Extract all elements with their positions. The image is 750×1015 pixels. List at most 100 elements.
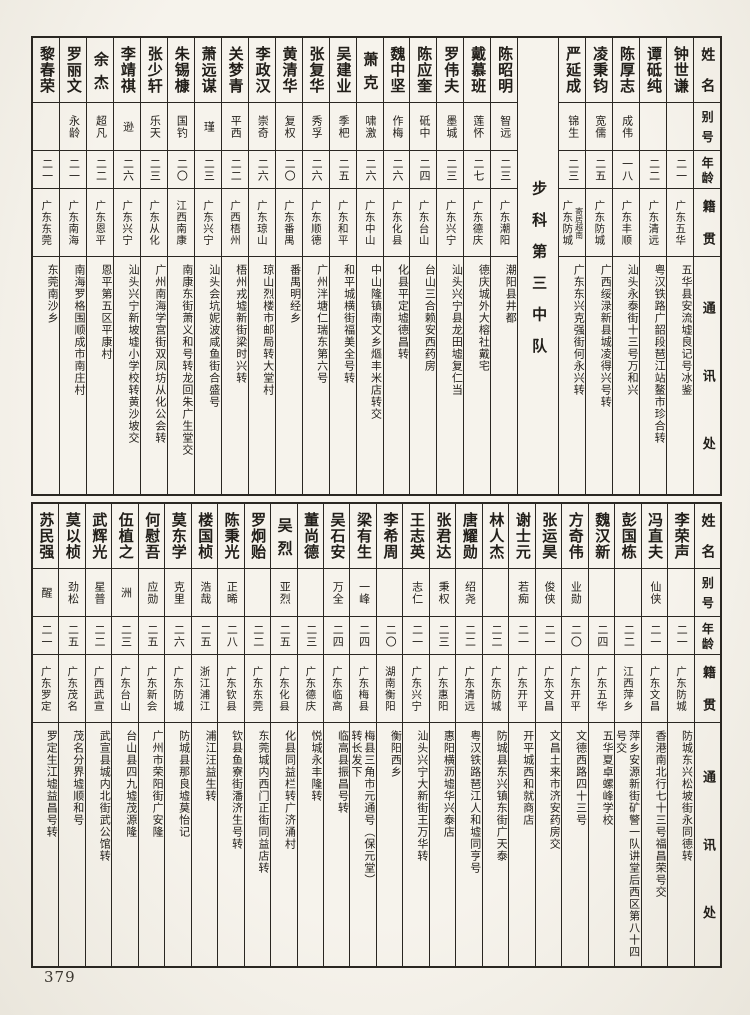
alias-cell: 永龄: [60, 103, 87, 151]
person-column: 陈昭明 智远 二三 广东潮阳 潮阳县井都: [491, 38, 519, 494]
name-text: 黎春荣: [37, 46, 56, 94]
native-cell: 广东梅县: [350, 655, 376, 723]
name-cell: 楼国桢: [191, 504, 218, 569]
addr-text: 衡阳西乡: [389, 730, 403, 778]
name-cell: 董尚德: [297, 504, 323, 569]
addr-text: 防城县东兴镇东街广天泰: [495, 730, 509, 862]
name-cell: 罗丽文: [60, 38, 87, 103]
age-text: 二二: [490, 623, 503, 648]
age-cell: 二二: [640, 151, 667, 189]
native-cell: 广东惠阳: [429, 655, 456, 723]
header-label: 别号: [700, 576, 715, 617]
native-text: 广东五华: [674, 199, 687, 246]
native-text: 广东茂名: [66, 665, 79, 712]
addr-text: 琼山烈楼市邮局转大堂村: [261, 264, 275, 396]
name-cell: 凌秉钧: [586, 38, 613, 103]
alias-cell: [244, 569, 271, 617]
addr-text: 东莞城内西门正街同益店转: [257, 730, 271, 874]
addr-cell: 汕头兴宁大新街王万华转: [403, 723, 429, 966]
age-text: 二二: [622, 623, 636, 648]
addr-cell: 汕头永泰街十三号万和兴: [613, 257, 639, 494]
person-column: 陈应奎 砥中 二四 广东台山 台山三合赖安西药房: [410, 38, 438, 494]
addr-cell: 五华县安流墟良记号冰鉴: [667, 257, 693, 494]
native-text: 广东南海: [67, 199, 80, 246]
addr-cell: 悦城永丰隆转: [298, 723, 323, 966]
native-cell: 广东防城: [668, 655, 694, 723]
person-column: 朱锡槺 国钓 二〇 江西南康 南康东街萧义和号转龙回朱广生堂交: [167, 38, 195, 494]
name-cell: 陈昭明: [491, 38, 518, 103]
addr-text: 汕头兴宁新坡墟小学校转黄沙坡交: [126, 264, 140, 444]
person-column: 谢士元 若痴 二一 广东开平 开平城西和就商店: [509, 504, 536, 966]
age-cell: 二三: [140, 151, 167, 189]
alias-text: 秉权: [437, 580, 451, 605]
name-cell: 莫东学: [165, 504, 191, 569]
age-text: 二五: [278, 623, 292, 648]
alias-cell: 平西: [221, 103, 248, 151]
age-text: 二一: [648, 623, 662, 648]
age-cell: 二四: [588, 617, 615, 655]
alias-text: 崇奇: [256, 114, 270, 139]
person-column: 何慰吾 应勋 二五 广东新会 广州市荣阳街广安隆: [138, 504, 166, 966]
person-column: 吴建业 季杷 二五 广东和平 和平城横街福美全号转: [329, 38, 357, 494]
alias-text: 作梅: [390, 114, 404, 139]
name-text: 莫东学: [169, 512, 188, 560]
name-text: 罗丽文: [64, 46, 83, 94]
native-cell: 广东番禺: [275, 189, 302, 257]
age-text: 二〇: [175, 157, 189, 182]
age-cell: 二五: [191, 617, 218, 655]
age-cell: 二六: [113, 151, 140, 189]
alias-text: 复权: [283, 114, 297, 139]
addr-text: 汕头兴宁县龙田墟复仁当: [450, 264, 464, 396]
alias-cell: 莲怀: [464, 103, 491, 151]
name-text: 方奇伟: [566, 512, 585, 560]
alias-cell: 啸激: [356, 103, 383, 151]
age-cell: 二二: [482, 617, 509, 655]
addr-text: 防城县那良墟莫怡记: [177, 730, 191, 838]
header-native: 籍贯: [694, 189, 720, 257]
alias-cell: 国钓: [167, 103, 194, 151]
addr-text: 罗定生江墟益昌号转: [45, 730, 59, 838]
name-text: 关梦青: [226, 46, 245, 94]
native-cell: 广东新会: [138, 655, 165, 723]
native-cell: 广东罗定: [32, 655, 59, 723]
addr-text: 化县平定墟德昌转: [396, 264, 410, 360]
name-text: 谭砥纯: [644, 46, 663, 94]
age-text: 二六: [390, 157, 404, 182]
addr-cell: 临高县振昌号转: [324, 723, 349, 966]
age-cell: 二三: [429, 617, 456, 655]
name-cell: 陈秉光: [218, 504, 244, 569]
native-cell: 广东文昌: [535, 655, 562, 723]
name-cell: 莫以桢: [59, 504, 85, 569]
alias-cell: 逊: [113, 103, 140, 151]
addr-cell: 防城县东兴镇东街广天泰: [483, 723, 508, 966]
native-text: 广西武宣: [92, 665, 105, 712]
native-text: 广东清远: [463, 665, 476, 712]
age-cell: 二一: [33, 151, 60, 189]
name-cell: 张少轩: [140, 38, 167, 103]
addr-text: 广州市荣阳街广安隆: [151, 730, 165, 838]
person-column: 唐耀勋 绍尧 二二 广东清远 粤汉铁路琶江人和墟同亨号: [456, 504, 483, 966]
age-cell: 二四: [323, 617, 350, 655]
person-column: 董尚德 二三 广东德庆 悦城永丰隆转: [297, 504, 324, 966]
addr-text: 番禺明经乡: [288, 264, 302, 324]
person-column: 莫东学 克里 二六 广东防城 防城县那良墟莫怡记: [165, 504, 192, 966]
person-column: 黄清华 复权 二〇 广东番禺 番禺明经乡: [275, 38, 303, 494]
age-text: 二六: [310, 157, 324, 182]
name-text: 唐耀勋: [460, 512, 479, 560]
alias-text: 克里: [172, 580, 186, 605]
name-text: 陈秉光: [222, 512, 241, 560]
name-cell: 谢士元: [509, 504, 535, 569]
native-text: 广东罗定: [39, 665, 52, 712]
alias-cell: 复权: [275, 103, 302, 151]
header-label: 姓名: [699, 47, 716, 103]
addr-cell: 粤汉铁路琶江人和墟同亨号: [456, 723, 482, 966]
person-column: 张少轩 乐天 二三 广东从化 广州南海学宫街双凤坊从化公会转: [140, 38, 168, 494]
name-cell: 张运昊: [535, 504, 562, 569]
age-cell: 二〇: [275, 151, 302, 189]
native-cell: 广东从化: [140, 189, 167, 257]
addr-cell: 防城县那良墟莫怡记: [165, 723, 191, 966]
name-cell: 林人杰: [482, 504, 509, 569]
person-column: 谭砥纯 二二 广东清远 粤汉铁路广韶段琶江站鳌市珍合转: [640, 38, 668, 494]
alias-cell: 仙侠: [641, 569, 668, 617]
native-text: 广东惠阳: [436, 665, 449, 712]
